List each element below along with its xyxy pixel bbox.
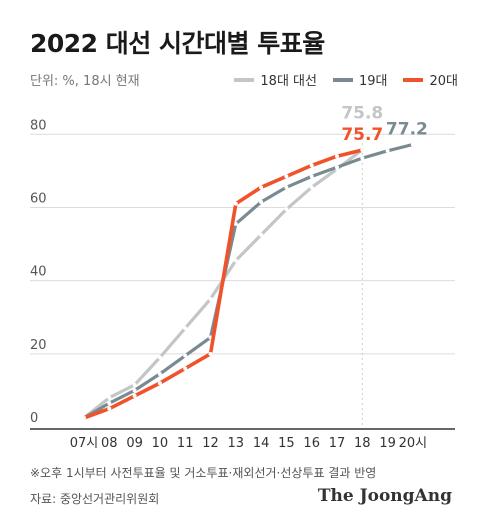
source: 자료: 중앙선거관리위원회	[30, 492, 160, 506]
y-tick-label-20: 20	[30, 338, 47, 353]
end-label-18: 75.8	[341, 104, 383, 124]
series-0-point-6	[233, 258, 238, 263]
series-2-point-8	[284, 174, 289, 179]
series-0-point-7	[259, 232, 264, 237]
series-2-point-10	[335, 154, 339, 159]
legend-item-19: 19대	[332, 70, 388, 89]
x-tick-label-5: 12	[202, 436, 219, 451]
y-tick-label-60: 60	[30, 191, 47, 206]
series-0-point-1	[107, 395, 112, 400]
series-0-point-9	[309, 185, 314, 190]
series-1-point-1	[107, 401, 112, 406]
x-tick-label-8: 15	[278, 436, 295, 451]
series-2-point-7	[259, 185, 264, 190]
x-tick-label-3: 10	[152, 436, 169, 451]
unit-note: 단위: %, 18시 현재	[30, 74, 140, 89]
x-tick-label-10: 17	[329, 436, 346, 451]
series-1-point-4	[183, 353, 188, 358]
y-tick-label-0: 0	[30, 411, 38, 426]
series-0-point-3	[157, 355, 162, 360]
legend-swatch-19	[332, 77, 353, 82]
footnote: ※오후 1시부터 사전투표율 및 거소투표·재외선거·선상투표 결과 반영	[30, 466, 377, 480]
series-1-point-9	[309, 174, 314, 179]
series-0-point-8	[284, 207, 289, 212]
series-1-point-10	[335, 165, 339, 170]
series-2-point-11	[360, 148, 365, 153]
chart-title: 2022 대선 시간대별 투표율	[30, 29, 325, 58]
x-tick-label-6: 13	[228, 436, 245, 451]
series-2-point-2	[132, 393, 137, 398]
series-2-point-0	[82, 415, 86, 420]
legend-label-20: 20대	[429, 74, 458, 89]
x-tick-label-12: 19	[379, 436, 396, 451]
series-2-point-4	[183, 366, 188, 371]
series-line-2	[82, 148, 365, 420]
legend-swatch-18	[234, 77, 255, 82]
series-0-point-5	[208, 296, 213, 301]
y-tick-label-40: 40	[30, 265, 47, 280]
series-1-point-13	[410, 142, 415, 147]
x-tick-label-2: 09	[126, 436, 143, 451]
x-tick-label-11: 18	[354, 436, 371, 451]
series-2-point-1	[107, 406, 112, 411]
y-tick-label-80: 80	[30, 118, 47, 133]
x-tick-label-0: 07시	[70, 436, 99, 451]
series-2-point-5	[208, 351, 213, 356]
x-tick-label-9: 16	[303, 436, 320, 451]
series-0-point-2	[132, 382, 137, 387]
legend-swatch-20	[403, 77, 424, 82]
legend: 18대 대선 19대 20대	[234, 70, 458, 89]
legend-item-18: 18대 대선	[234, 70, 317, 89]
series-1-point-8	[284, 185, 289, 190]
series-2-point-9	[309, 163, 314, 168]
series-2-point-6	[233, 201, 238, 206]
series-1-point-3	[157, 371, 162, 376]
x-tick-label-1: 08	[101, 436, 118, 451]
series-2-point-3	[157, 381, 162, 386]
series-1-point-12	[385, 148, 390, 153]
series-1-point-7	[259, 199, 264, 204]
end-label-20: 75.7	[341, 125, 383, 145]
series-line-1	[82, 142, 415, 420]
series-1-point-2	[132, 388, 137, 393]
brand-logo: The JoongAng	[317, 486, 452, 506]
end-label-19: 77.2	[386, 120, 428, 140]
legend-label-18: 18대 대선	[260, 74, 317, 89]
legend-label-19: 19대	[358, 74, 388, 89]
x-tick-label-7: 14	[253, 436, 270, 451]
series-0-point-4	[183, 326, 188, 331]
series-1-point-11	[360, 156, 365, 161]
x-tick-label-13: 20시	[399, 436, 428, 451]
series-1-point-6	[233, 221, 238, 226]
x-tick-label-4: 11	[177, 436, 194, 451]
legend-item-20: 20대	[403, 70, 458, 89]
